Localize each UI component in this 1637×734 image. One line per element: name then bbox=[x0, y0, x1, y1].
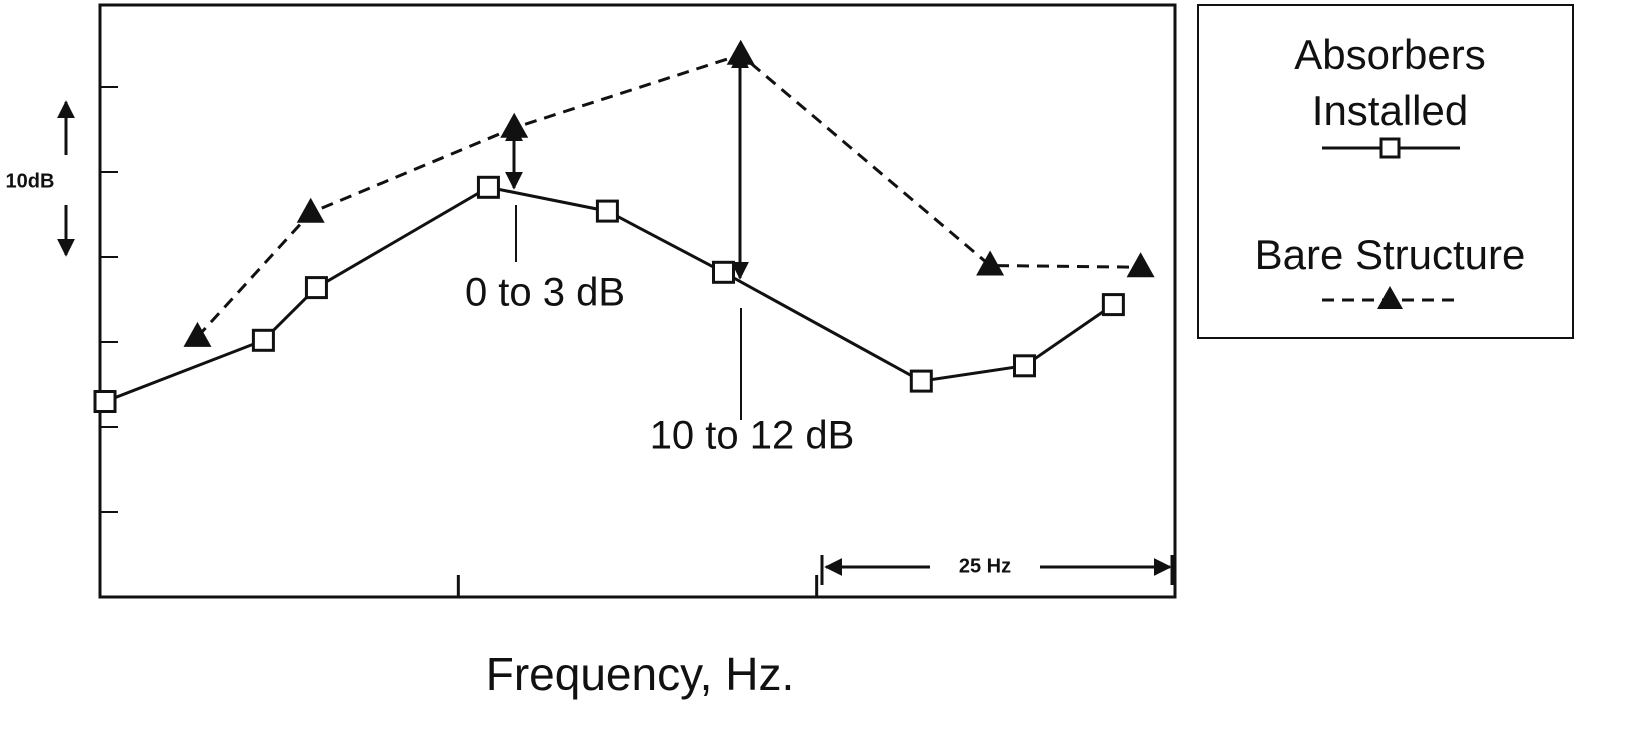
marker bbox=[1101, 293, 1125, 317]
marker bbox=[476, 175, 500, 199]
marker bbox=[1126, 252, 1155, 278]
annotation: 0 to 3 dB bbox=[465, 271, 625, 315]
legend-box bbox=[1197, 4, 1574, 339]
legend-label: Absorbers Installed bbox=[1294, 31, 1485, 134]
marker bbox=[93, 390, 117, 413]
marker bbox=[183, 321, 212, 347]
legend-marker bbox=[1379, 137, 1401, 159]
marker bbox=[296, 197, 325, 223]
marker bbox=[976, 250, 1005, 276]
marker bbox=[595, 199, 619, 223]
marker bbox=[304, 276, 328, 300]
marker bbox=[909, 369, 933, 393]
scale-label: 10dB bbox=[6, 170, 55, 192]
marker bbox=[251, 328, 275, 352]
marker bbox=[1013, 354, 1036, 378]
annotation: 10 to 12 dB bbox=[650, 414, 855, 458]
series-line bbox=[196, 53, 1141, 338]
marker bbox=[726, 39, 755, 65]
span-label: 25 Hz bbox=[959, 555, 1011, 577]
marker bbox=[712, 260, 735, 284]
x-axis-label: Frequency, Hz. bbox=[486, 648, 794, 700]
legend-label: Bare Structure bbox=[1255, 231, 1526, 278]
marker bbox=[500, 112, 529, 138]
plot-frame bbox=[98, 3, 1177, 599]
legend-marker bbox=[1377, 286, 1403, 309]
